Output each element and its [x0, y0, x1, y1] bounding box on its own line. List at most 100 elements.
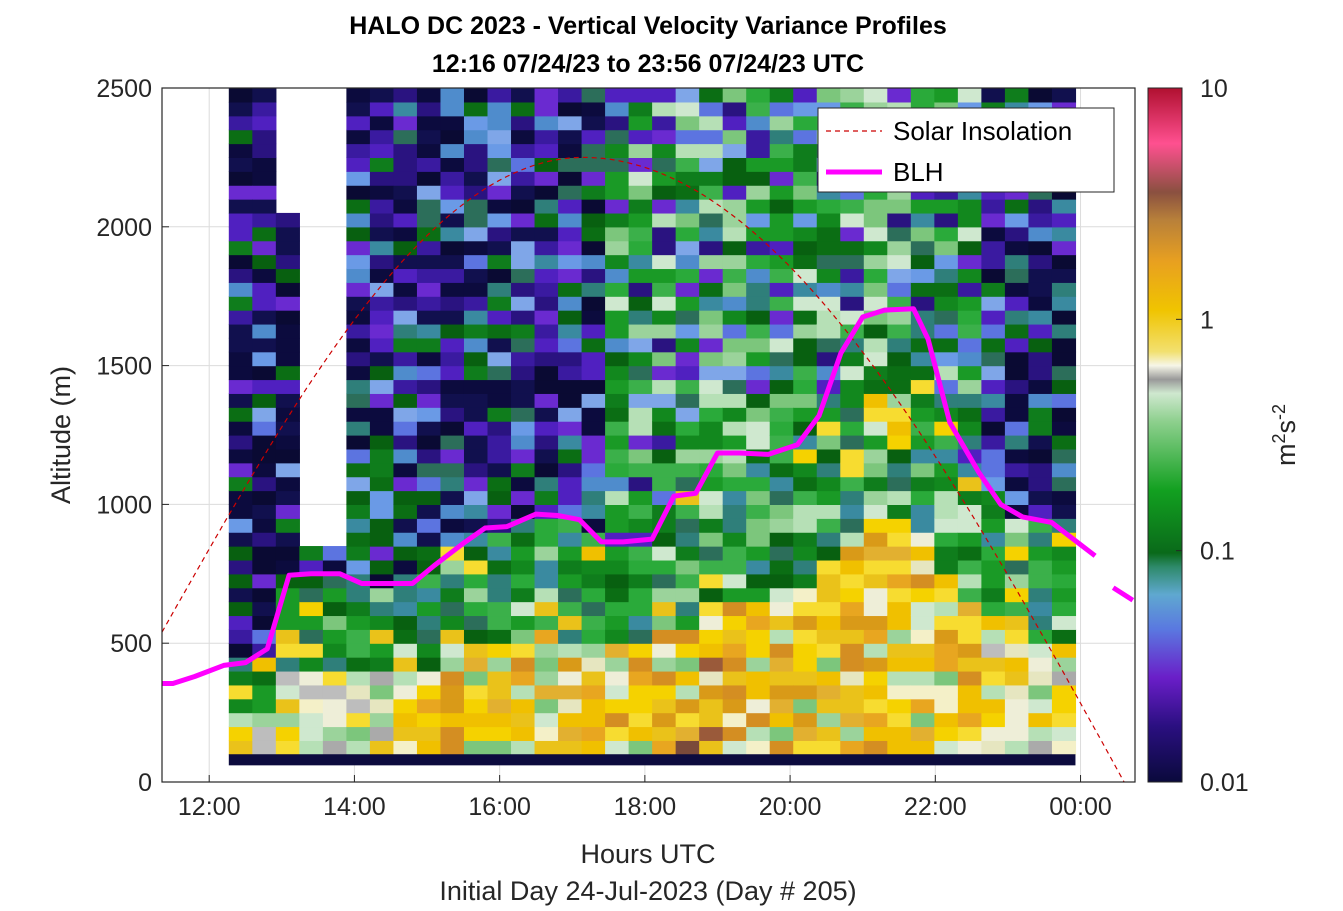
heatmap-cell — [1028, 559, 1053, 575]
heatmap-cell — [1028, 226, 1053, 242]
heatmap-cell — [628, 199, 653, 214]
heatmap-cell — [652, 101, 677, 117]
heatmap-cell — [769, 601, 794, 617]
heatmap-cell — [981, 393, 1006, 408]
heatmap-cell — [346, 393, 371, 408]
heatmap-cell — [1028, 698, 1053, 714]
heatmap-cell — [440, 712, 465, 728]
heatmap-cell — [722, 115, 747, 131]
heatmap-cell — [722, 379, 747, 394]
heatmap-cell — [416, 462, 442, 478]
heatmap-cell — [722, 559, 747, 575]
heatmap-cell — [816, 310, 841, 325]
heatmap-cell — [722, 712, 747, 728]
heatmap-cell — [934, 254, 959, 270]
x-tick-label: 22:00 — [904, 793, 967, 821]
y-tick-label: 2500 — [96, 75, 152, 103]
heatmap-cell — [1051, 282, 1077, 297]
heatmap-cell — [487, 143, 512, 158]
heatmap-cell — [981, 351, 1006, 367]
heatmap-cell — [863, 240, 888, 256]
heatmap-cell — [981, 337, 1006, 353]
heatmap-cell — [369, 601, 395, 617]
heatmap-cell — [534, 518, 559, 533]
heatmap-cell — [393, 518, 418, 533]
heatmap-cell — [863, 712, 888, 728]
heatmap-cell — [746, 573, 771, 589]
heatmap-cell — [463, 726, 489, 741]
heatmap-cell — [346, 88, 371, 103]
heatmap-cell — [393, 476, 418, 492]
heatmap-cell — [369, 240, 395, 256]
legend: Solar Insolation BLH — [817, 107, 1115, 193]
heatmap-cell — [1051, 462, 1077, 478]
heatmap-cell — [769, 296, 794, 311]
heatmap-cell — [863, 490, 888, 505]
heatmap-cell — [746, 615, 771, 630]
heatmap-cell — [816, 726, 841, 741]
heatmap-cell — [934, 296, 959, 311]
heatmap-cell — [957, 504, 982, 519]
heatmap-cell — [440, 518, 465, 533]
heatmap-cell — [581, 435, 606, 450]
heatmap-cell — [1004, 490, 1030, 505]
heatmap-cell — [369, 199, 395, 214]
heatmap-cell — [346, 212, 371, 228]
heatmap-cell — [957, 684, 982, 700]
heatmap-cell — [416, 740, 442, 755]
heatmap-cell — [699, 643, 724, 658]
heatmap-cell — [1004, 379, 1030, 394]
heatmap-cell — [228, 740, 253, 755]
heatmap-cell — [558, 268, 583, 283]
heatmap-cell — [440, 684, 465, 700]
heatmap-cell — [910, 199, 935, 214]
heatmap-cell — [275, 226, 300, 242]
heatmap-cell — [605, 559, 630, 575]
heatmap-cell — [816, 240, 841, 256]
heatmap-cell — [275, 268, 300, 283]
heatmap-cell — [275, 462, 300, 478]
heatmap-cell — [275, 670, 300, 686]
heatmap-cell — [228, 240, 253, 256]
heatmap-cell — [981, 601, 1006, 617]
heatmap-cell — [228, 129, 253, 145]
heatmap-cell — [722, 601, 747, 617]
colorbar-label-mid: s — [1271, 420, 1301, 434]
heatmap-cell — [1004, 337, 1030, 353]
heatmap-cell — [299, 546, 324, 561]
heatmap-cell — [746, 171, 771, 186]
heatmap-cell — [558, 462, 583, 478]
heatmap-cell — [463, 546, 489, 561]
heatmap-cell — [511, 615, 536, 630]
heatmap-cell — [534, 573, 559, 589]
heatmap-cell — [652, 601, 677, 617]
heatmap-cell — [769, 171, 794, 186]
heatmap-cell — [299, 629, 324, 644]
heatmap-cell — [910, 559, 935, 575]
heatmap-cell — [605, 546, 630, 561]
heatmap-cell — [793, 657, 818, 672]
heatmap-cell — [769, 490, 794, 505]
heatmap-cell — [369, 407, 395, 422]
heatmap-cell — [722, 101, 747, 117]
heatmap-cell — [581, 323, 606, 339]
heatmap-cell — [652, 421, 677, 436]
heatmap-cell — [769, 351, 794, 367]
heatmap-cell — [581, 490, 606, 505]
heatmap-cell — [699, 296, 724, 311]
heatmap-cell — [769, 559, 794, 575]
heatmap-cell — [228, 212, 253, 228]
heatmap-cell — [440, 573, 465, 589]
heatmap-cell — [934, 559, 959, 575]
heatmap-cell — [863, 268, 888, 283]
heatmap-cell — [840, 712, 865, 728]
heatmap-cell — [228, 726, 253, 741]
heatmap-cell — [934, 504, 959, 519]
heatmap-cell — [957, 310, 982, 325]
heatmap-cell — [816, 490, 841, 505]
heatmap-cell — [934, 199, 959, 214]
heatmap-cell — [863, 684, 888, 700]
heatmap-cell — [416, 88, 442, 103]
heatmap-cell — [299, 698, 324, 714]
heatmap-cell — [252, 573, 277, 589]
